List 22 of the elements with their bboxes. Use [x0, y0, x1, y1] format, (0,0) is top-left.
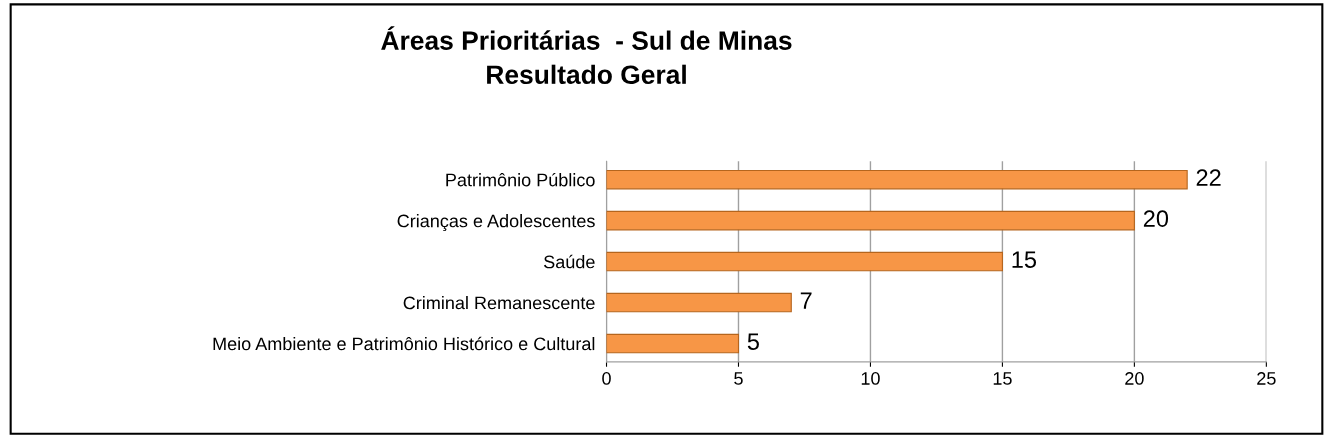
data-label: 20 [1143, 210, 1169, 227]
bar [606, 169, 1188, 190]
x-tick-label: 15 [993, 372, 1012, 385]
y-tick-label: Criminal Remanescente [403, 296, 595, 310]
x-tick-label: 10 [861, 372, 880, 385]
data-label: 7 [800, 292, 812, 309]
bar [606, 292, 792, 313]
data-label: 5 [747, 333, 759, 350]
x-tick-label: 0 [602, 372, 611, 385]
chart-title: Áreas Prioritárias - Sul de Minas Resultado Geral [381, 26, 792, 85]
y-tick-label: Patrimônio Público [446, 172, 595, 187]
data-label: 15 [1012, 251, 1037, 268]
bar [606, 210, 1135, 231]
y-tick-label: Meio Ambiente e Patrimônio Histórico e Cultural [213, 336, 595, 351]
bar [606, 251, 1003, 272]
y-tick-label: Saúde [544, 254, 595, 269]
data-label: 22 [1196, 169, 1221, 186]
bar [606, 333, 740, 354]
x-tick-label: 25 [1257, 372, 1276, 385]
y-tick-label: Crianças e Adolescentes [397, 214, 595, 231]
x-tick-label: 5 [734, 372, 743, 385]
x-tick-label: 20 [1125, 372, 1144, 385]
